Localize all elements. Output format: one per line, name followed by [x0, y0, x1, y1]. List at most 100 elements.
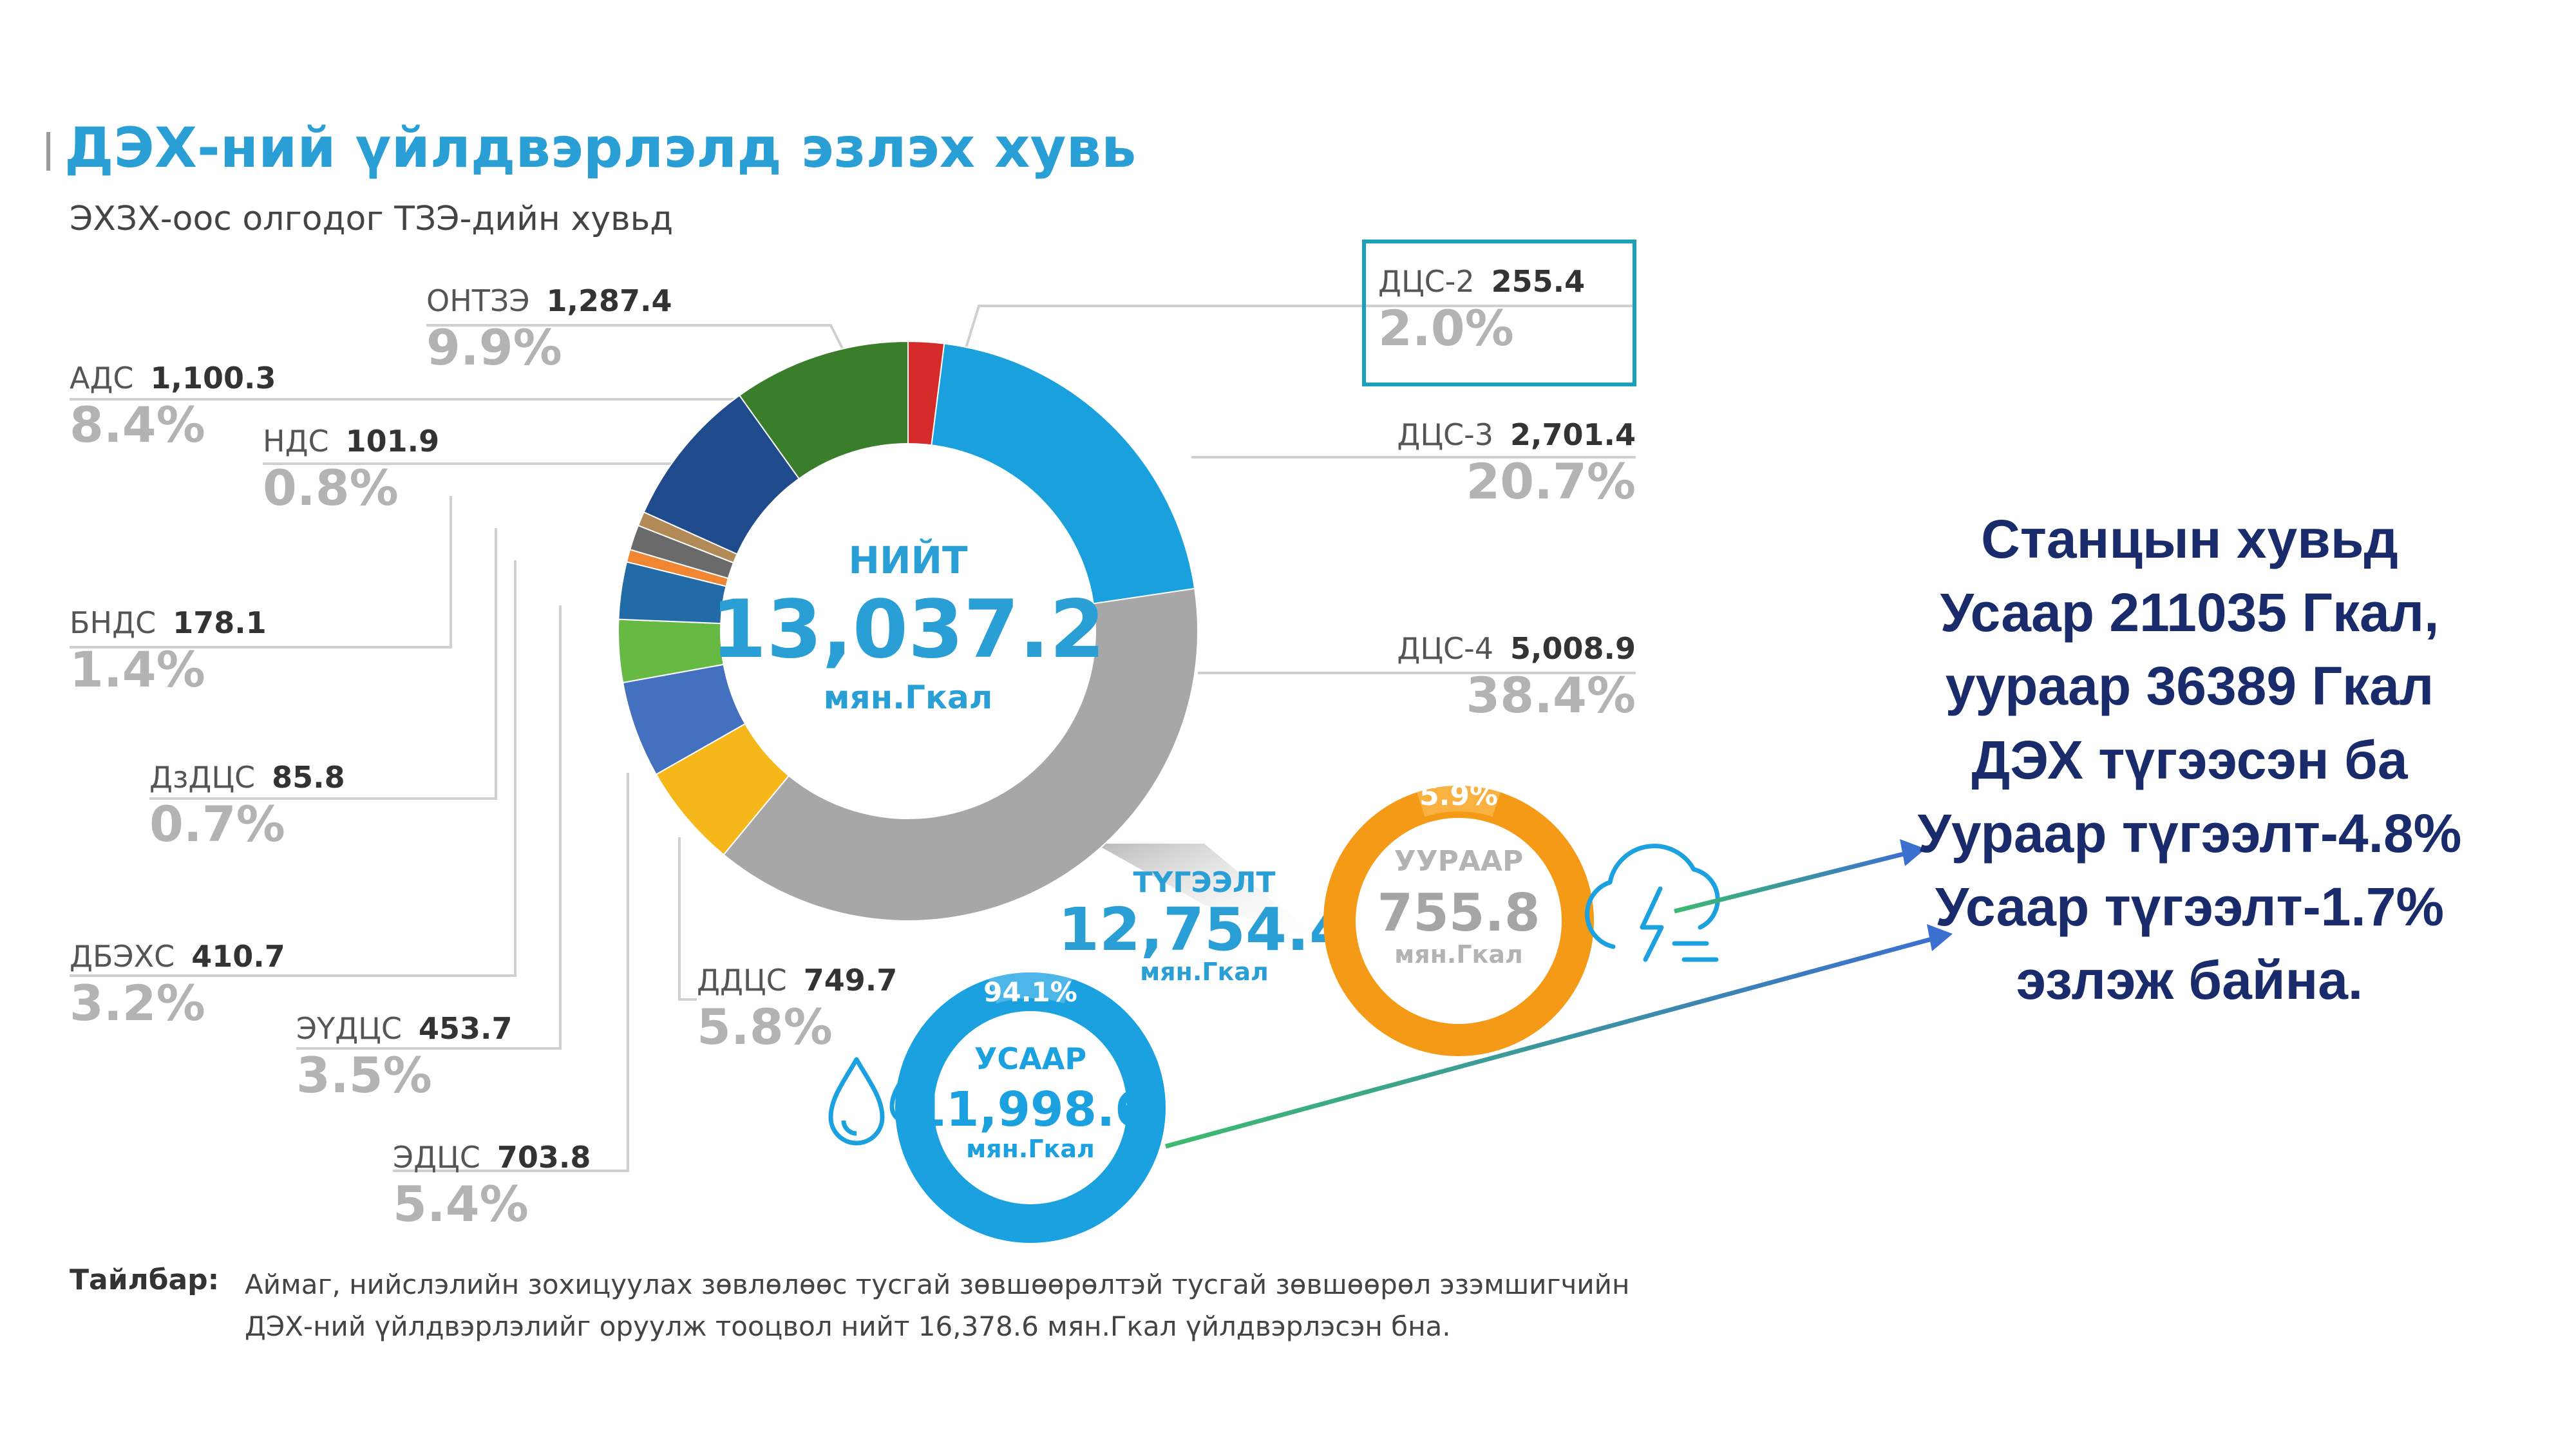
slice-value: 703.8 — [497, 1140, 591, 1175]
slice-label-11: ОНТЗЭ 1,287.4 9.9% — [426, 283, 672, 375]
slice-pct: 8.4% — [70, 396, 205, 453]
water-pct: 94.1% — [983, 976, 1077, 1008]
water-ring-hole — [934, 1011, 1127, 1204]
slice-label-5: ЭҮДЦС 453.7 3.5% — [296, 1011, 513, 1103]
slice-pct: 5.4% — [393, 1175, 529, 1233]
leader-lines — [70, 305, 1636, 1172]
slice-pct: 2.0% — [1378, 299, 1514, 357]
water-unit: мян.Гкал — [966, 1135, 1095, 1163]
supply-unit: мян.Гкал — [1140, 958, 1269, 986]
slice-pct: 0.8% — [263, 459, 399, 516]
steam-arrowhead-icon — [1900, 839, 1926, 866]
steam-unit: мян.Гкал — [1394, 940, 1523, 969]
steam-share-arc — [1417, 786, 1501, 817]
slice-pct: 3.2% — [70, 974, 205, 1032]
slice-name: АДС — [70, 361, 134, 395]
slice-label-6: ДБЭХС 410.7 3.2% — [70, 939, 285, 1030]
slice-name: ДБЭХС — [70, 939, 175, 974]
total-label: НИЙТ — [848, 538, 968, 582]
slice-name: ДЦС-3 — [1397, 417, 1494, 452]
water-drops-icon — [828, 1057, 927, 1146]
steam-cloud-icon — [1585, 844, 1720, 962]
slice-name: ДзДЦС — [149, 760, 256, 795]
supply-funnel — [1095, 844, 1320, 940]
slice-label-0: ДЦС-2 255.4 2.0% — [1378, 264, 1585, 355]
chart-title: ДЭХ-ний үйлдвэрлэлд эзлэх хувь — [64, 116, 1137, 180]
water-arrowhead-icon — [1927, 924, 1953, 951]
leader-line-5 — [296, 605, 562, 1050]
slice-pct: 1.4% — [70, 641, 205, 698]
supply-label: ТҮГЭЭЛТ — [1133, 866, 1275, 899]
slice-label-10: АДС 1,100.3 8.4% — [70, 361, 276, 452]
steam-value: 755.8 — [1377, 883, 1540, 943]
total-unit: мян.Гкал — [824, 679, 993, 716]
side-line: уураар 36389 Гкал — [1945, 656, 2434, 717]
water-value: 11,998.6 — [913, 1082, 1148, 1137]
slice-label-1: ДЦС-3 2,701.4 20.7% — [1397, 417, 1636, 509]
steam-ring-hole — [1356, 818, 1562, 1024]
slice-pct: 20.7% — [1466, 453, 1636, 510]
slice-value: 1,100.3 — [150, 361, 276, 395]
note-line: ДЭХ-ний үйлдвэрлэлийг оруулж тооцвол ний… — [245, 1311, 1451, 1343]
steam-label: УУРААР — [1394, 845, 1523, 878]
slice-value: 749.7 — [803, 963, 898, 998]
slice-pct: 3.5% — [296, 1046, 432, 1104]
slice-label-8: БНДС 178.1 1.4% — [70, 605, 267, 697]
steam-ring — [1323, 786, 1594, 1056]
side-line: Станцын хувьд — [1981, 509, 2398, 569]
water-share-arc — [989, 972, 1072, 1004]
leader-line-7 — [149, 528, 497, 800]
side-line: Уураар түгээлт-4.8% — [1917, 802, 2462, 864]
side-line: эзлэж байна. — [2016, 950, 2363, 1011]
side-summary-text: Станцын хувьд Усаар 211035 Гкал, уураар 36… — [1868, 502, 2512, 1018]
slice-name: НДС — [263, 424, 329, 459]
slice-label-7: ДзДЦС 85.8 0.7% — [149, 760, 345, 851]
slice-value: 5,008.9 — [1510, 631, 1636, 666]
leader-line-4 — [393, 773, 629, 1172]
slice-name: ОНТЗЭ — [426, 283, 530, 318]
water-ring — [895, 972, 1166, 1243]
leader-line-0 — [965, 305, 1636, 348]
steam-pct: 5.9% — [1419, 779, 1498, 812]
title-accent-bar — [46, 132, 50, 171]
slice-value: 178.1 — [173, 605, 267, 640]
slice-value: 101.9 — [345, 424, 440, 459]
supply-value: 12,754.4 — [1058, 895, 1350, 964]
donut-hole — [720, 443, 1096, 819]
slice-value: 255.4 — [1491, 264, 1586, 299]
steam-callout-arrow — [1674, 851, 1907, 914]
slice-pct: 9.9% — [426, 319, 562, 376]
side-line: Усаар түгээлт-1.7% — [1935, 876, 2445, 938]
water-callout-arrow — [1165, 936, 1933, 1149]
leader-line-3 — [678, 837, 697, 1001]
total-value: 13,037.2 — [711, 583, 1105, 676]
slice-label-2: ДЦС-4 5,008.9 38.4% — [1397, 631, 1636, 723]
water-label: УСААР — [974, 1041, 1086, 1076]
note-text: Аймаг, нийслэлийн зохицуулах зөвлөлөөс т… — [245, 1264, 1629, 1347]
side-line: ДЭХ түгээсэн ба — [1971, 729, 2408, 790]
slice-pct: 0.7% — [149, 795, 285, 853]
note-line: Аймаг, нийслэлийн зохицуулах зөвлөлөөс т… — [245, 1269, 1630, 1300]
slice-label-9: НДС 101.9 0.8% — [263, 424, 439, 515]
slice-name: ДДЦС — [697, 963, 787, 998]
leader-line-11 — [426, 324, 845, 352]
slice-value: 410.7 — [191, 939, 285, 974]
slice-pct: 38.4% — [1466, 667, 1636, 724]
highlight-box — [1362, 240, 1636, 386]
side-line: Усаар 211035 Гкал, — [1940, 582, 2439, 643]
slice-label-4: ЭДЦС 703.8 5.4% — [393, 1140, 591, 1231]
leader-line-6 — [70, 560, 516, 977]
slice-pct: 5.8% — [697, 998, 833, 1056]
slice-name: ЭДЦС — [393, 1140, 480, 1175]
slice-label-3: ДДЦС 749.7 5.8% — [697, 963, 897, 1054]
callout-arrows — [1165, 851, 1933, 1149]
slice-value: 453.7 — [419, 1011, 513, 1046]
slice-value: 1,287.4 — [546, 283, 672, 318]
slice-value: 2,701.4 — [1510, 417, 1636, 452]
slice-name: ДЦС-2 — [1378, 264, 1475, 299]
chart-subtitle: ЭХЗХ-оос олгодог ТЗЭ-дийн хувьд — [70, 200, 674, 238]
slice-value: 85.8 — [272, 760, 345, 795]
slice-name: ЭҮДЦС — [296, 1011, 402, 1046]
slice-name: ДЦС-4 — [1397, 631, 1494, 666]
